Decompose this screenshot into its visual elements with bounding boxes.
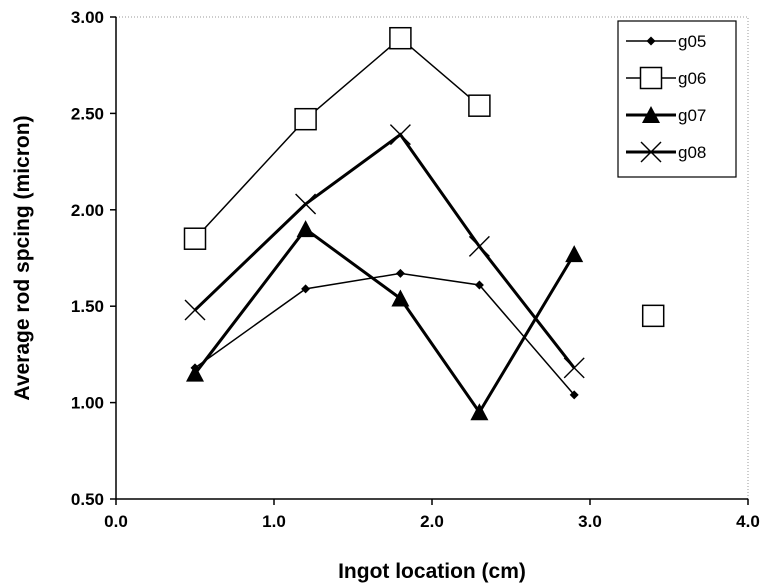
legend-marker-g05 (646, 36, 656, 46)
series-layer (183, 26, 665, 421)
x-tick-label: 4.0 (736, 512, 760, 531)
legend-item-g06: g06 (626, 66, 706, 90)
y-tick-label: 2.50 (71, 104, 104, 123)
x-axis-title: Ingot location (cm) (338, 560, 526, 583)
x-tick-label: 1.0 (262, 512, 286, 531)
data-point-g05 (395, 268, 405, 278)
y-tick-label: 2.00 (71, 201, 104, 220)
data-point-g08 (295, 193, 317, 215)
data-point-g08 (468, 235, 490, 257)
data-point-g08 (563, 357, 585, 379)
legend-label: g05 (678, 32, 706, 51)
series-g06 (183, 26, 665, 328)
series-g08 (184, 124, 585, 379)
data-point-g06 (389, 26, 412, 50)
y-tick-label: 1.00 (71, 394, 104, 413)
data-point-g06 (294, 107, 317, 131)
series-g07 (186, 220, 584, 421)
legend: g05 g06 g07 g08 (617, 20, 737, 178)
data-point-g07 (186, 364, 204, 382)
x-tick-label: 3.0 (578, 512, 602, 531)
legend-marker-g06 (639, 66, 663, 90)
data-point-g07 (565, 245, 584, 263)
data-point-g05 (474, 280, 484, 290)
data-point-g05 (301, 284, 311, 294)
legend-marker-g08 (640, 141, 662, 163)
legend-label: g06 (678, 69, 706, 88)
data-point-g06 (641, 304, 665, 328)
legend-marker-g07 (642, 106, 660, 123)
legend-item-g05: g05 (626, 32, 706, 51)
data-point-g07 (470, 403, 489, 421)
data-point-g05 (569, 390, 579, 400)
data-point-g07 (391, 289, 410, 307)
x-tick-label: 0.0 (104, 512, 128, 531)
axes: 0.50 1.00 1.50 2.00 2.50 3.00 0.0 1.0 2.0 3.0 4.0 (71, 8, 760, 531)
data-point-g07 (296, 220, 315, 238)
data-point-g06 (468, 94, 491, 117)
y-tick-label: 0.50 (71, 490, 104, 509)
y-tick-label: 3.00 (71, 8, 104, 27)
data-point-g08 (389, 124, 411, 146)
series-line-g06 (194, 37, 480, 240)
legend-box (617, 20, 737, 178)
legend-item-g08: g08 (626, 141, 706, 163)
x-tick-label: 2.0 (420, 512, 444, 531)
y-axis-title: Average rod spcing (micron) (11, 115, 34, 400)
legend-label: g08 (678, 143, 706, 162)
y-tick-label: 1.50 (71, 297, 104, 316)
data-point-g06 (183, 227, 207, 250)
legend-label: g07 (678, 106, 706, 125)
data-point-g08 (184, 299, 206, 321)
legend-item-g07: g07 (626, 106, 706, 125)
